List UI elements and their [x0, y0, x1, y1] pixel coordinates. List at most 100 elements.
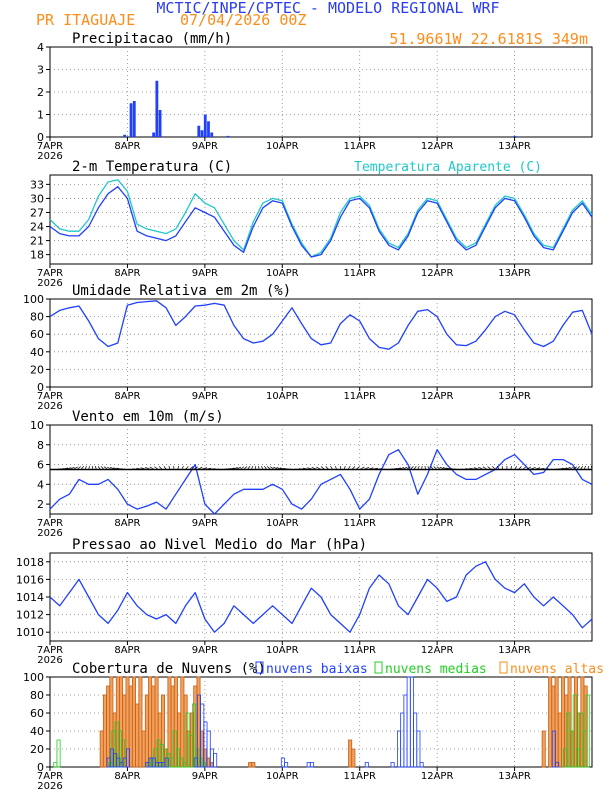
y-tick-label: 80 — [30, 311, 44, 324]
panel-title: Cobertura de Nuvens (%) — [72, 661, 266, 677]
precip-bar — [513, 135, 517, 137]
cloud-bar-baixas — [126, 748, 131, 768]
cloud-bar-altas — [144, 694, 149, 768]
cloud-bar-baixas — [413, 712, 418, 768]
x-year-label: 2026 — [37, 655, 62, 666]
precip-bar — [132, 101, 136, 137]
precip-bar — [152, 132, 156, 137]
x-tick-label: 13APR — [498, 771, 531, 782]
plot-frame — [49, 298, 593, 388]
x-tick-label: 10APR — [266, 268, 299, 279]
cloud-bar-altas — [141, 730, 146, 768]
x-tick-label: 12APR — [421, 771, 454, 782]
cloud-bar-baixas — [400, 712, 405, 768]
cloud-bar-altas — [348, 739, 353, 768]
x-tick-label: 12APR — [421, 518, 454, 529]
y-tick-label: 20 — [30, 363, 44, 376]
cloud-bar-baixas — [409, 676, 414, 768]
x-tick-label: 11APR — [343, 268, 376, 279]
legend-label: nuvens altas — [510, 662, 604, 677]
y-tick-label: 10 — [30, 419, 44, 432]
y-tick-label: 20 — [30, 743, 44, 756]
y-tick-label: 24 — [30, 221, 44, 234]
y-tick-label: 100 — [23, 671, 44, 684]
cloud-bar-baixas — [406, 676, 411, 768]
x-tick-label: 7APR — [37, 391, 63, 402]
cloud-bar-altas — [557, 712, 562, 768]
precip-bar — [197, 125, 201, 137]
x-tick-label: 7APR — [37, 771, 63, 782]
cloud-bar-altas — [99, 730, 104, 768]
x-year-label: 2026 — [37, 528, 62, 539]
cloud-bar-altas — [138, 676, 143, 768]
cloud-bar-baixas — [397, 730, 402, 768]
y-tick-label: 0 — [37, 381, 44, 394]
cloud-bar-baixas — [164, 757, 169, 768]
y-tick-label: 21 — [30, 235, 44, 248]
plot-frame — [49, 676, 593, 768]
station-name: PR ITAGUAJE — [36, 11, 135, 29]
x-tick-label: 8APR — [114, 391, 140, 402]
legend-swatch — [499, 661, 508, 674]
page-title: MCTIC/INPE/CPTEC - MODELO REGIONAL WRF — [156, 0, 499, 17]
cloud-bar-altas — [351, 748, 356, 768]
x-year-label: 2026 — [37, 278, 62, 289]
y-tick-label: 1 — [37, 109, 44, 122]
x-year-label: 2026 — [37, 401, 62, 412]
y-tick-label: 40 — [30, 346, 44, 359]
x-tick-label: 7APR — [37, 518, 63, 529]
cloud-bar-baixas — [555, 762, 560, 768]
x-tick-label: 11APR — [343, 141, 376, 152]
cloud-bar-altas — [135, 703, 140, 768]
x-tick-label: 8APR — [114, 518, 140, 529]
y-tick-label: 18 — [30, 249, 44, 262]
precip-bar — [200, 130, 204, 137]
panel-title: 2-m Temperatura (C) — [72, 159, 232, 175]
precip-bar — [129, 103, 133, 137]
cloud-bar-altas — [248, 762, 253, 768]
legend-label: nuvens baixas — [266, 662, 368, 677]
x-tick-label: 12APR — [421, 645, 454, 656]
x-tick-label: 9APR — [192, 771, 218, 782]
cloud-bar-altas — [180, 676, 185, 768]
y-tick-label: 0 — [37, 131, 44, 144]
run-time: 07/04/2026 00Z — [180, 11, 306, 29]
y-tick-label: 1016 — [16, 573, 44, 586]
y-tick-label: 27 — [30, 206, 44, 219]
x-tick-label: 8APR — [114, 645, 140, 656]
precip-bar — [158, 110, 162, 137]
series-line-1 — [49, 179, 593, 258]
x-tick-label: 8APR — [114, 141, 140, 152]
x-tick-label: 8APR — [114, 268, 140, 279]
precip-bar — [226, 135, 230, 137]
panel-title: Vento em 10m (m/s) — [72, 409, 224, 425]
precip-bar — [155, 80, 159, 137]
precip-bar — [210, 132, 214, 137]
x-tick-label: 11APR — [343, 771, 376, 782]
cloud-bar-medias — [572, 694, 577, 768]
cloud-bar-baixas — [419, 762, 424, 768]
station-location: 51.9661W 22.6181S 349m — [389, 30, 588, 48]
x-tick-label: 10APR — [266, 771, 299, 782]
y-tick-label: 0 — [37, 761, 44, 774]
y-tick-label: 3 — [37, 64, 44, 77]
cloud-bar-altas — [541, 730, 546, 768]
y-tick-label: 4 — [37, 41, 44, 54]
y-tick-label: 4 — [37, 478, 44, 491]
y-tick-label: 8 — [37, 439, 44, 452]
y-tick-label: 60 — [30, 707, 44, 720]
cloud-bar-baixas — [551, 730, 556, 768]
cloud-bar-baixas — [364, 762, 369, 768]
cloud-bar-baixas — [213, 753, 218, 768]
cloud-bar-altas — [548, 676, 553, 768]
cloud-bar-baixas — [309, 762, 314, 768]
x-tick-label: 10APR — [266, 645, 299, 656]
x-tick-label: 9APR — [192, 391, 218, 402]
legend-label: nuvens medias — [385, 662, 487, 677]
y-tick-label: 100 — [23, 293, 44, 306]
x-tick-label: 11APR — [343, 518, 376, 529]
plot-frame — [49, 174, 593, 265]
x-tick-label: 12APR — [421, 391, 454, 402]
y-tick-label: 1010 — [16, 626, 44, 639]
x-tick-label: 10APR — [266, 518, 299, 529]
